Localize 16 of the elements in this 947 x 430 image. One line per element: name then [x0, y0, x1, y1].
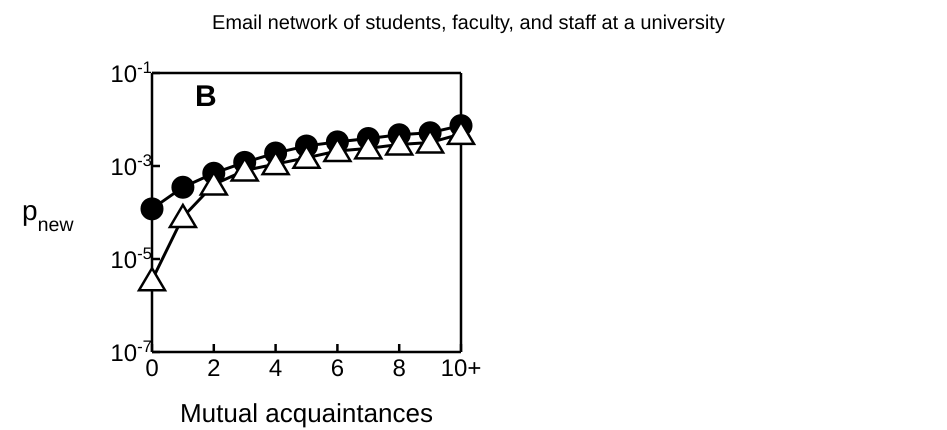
point [138, 266, 166, 292]
chart-title: Email network of students, faculty, and staff at a university [212, 12, 725, 35]
y-tick-label: 10$^{-5}$ [110, 244, 152, 274]
x-tick-label: 4 [268, 355, 282, 382]
point [171, 176, 194, 199]
y-tick-label: 10$^{-1}$ [110, 58, 152, 88]
x-tick-label: 2 [207, 355, 220, 382]
x-axis-title: Mutual acquaintances [180, 398, 433, 428]
point [168, 204, 198, 228]
x-tick-label: 6 [330, 355, 344, 382]
annotation: B [195, 80, 217, 114]
x-tick-label: 10+ [440, 355, 482, 382]
x-tick-label: 8 [392, 355, 406, 382]
y-axis-title: p$_{new}$ [22, 195, 74, 236]
point [140, 197, 164, 220]
y-tick-label: 10$^{-3}$ [110, 150, 152, 181]
